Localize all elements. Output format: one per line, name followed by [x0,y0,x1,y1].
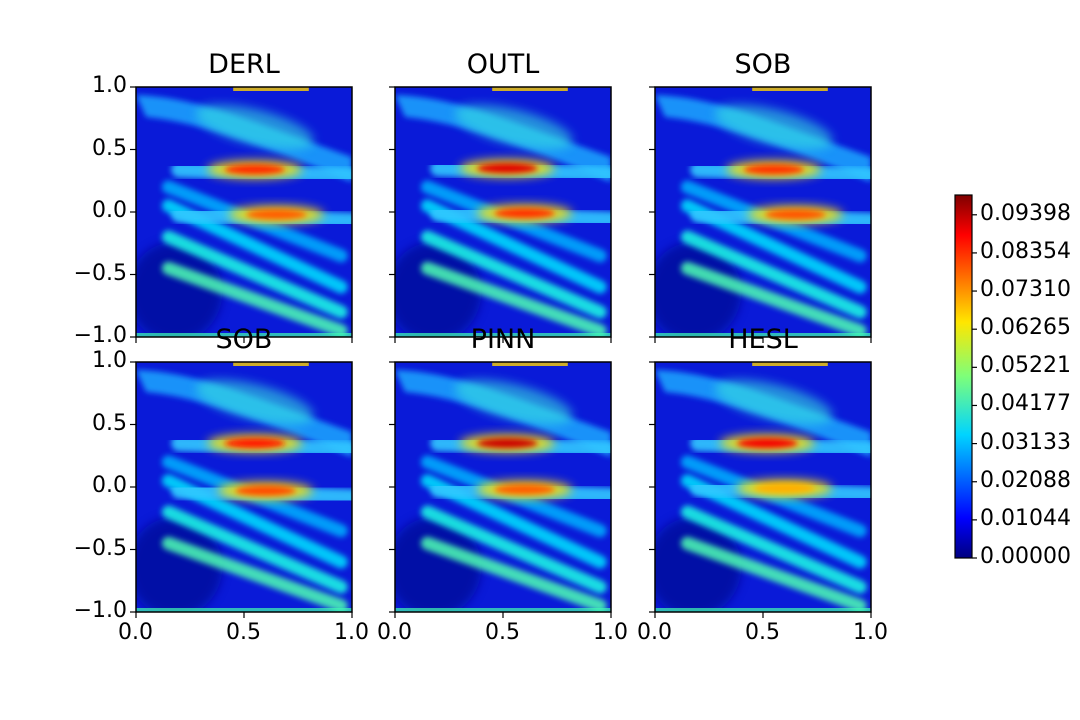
colorbar-tick-label: 0.06265 [980,315,1071,341]
x-tick-label: 0.5 [485,620,520,645]
panel-title: OUTL [466,49,540,80]
colorbar-tick-label: 0.09398 [980,200,1071,226]
y-tick-label: 0.5 [92,410,127,436]
colorbar-tick-label: 0.04177 [980,391,1071,417]
hot-spot [235,485,296,496]
colorbar-tick-label: 0.03133 [980,429,1071,455]
hot-spot [224,438,286,449]
heatmap-panel [649,86,872,343]
colorbar [955,195,972,558]
panel-title: PINN [470,324,536,355]
hot-spot [737,438,798,449]
y-tick-label: −0.5 [73,535,127,561]
hot-spot [743,164,805,175]
hot-spot [754,483,815,494]
colorbar-tick-label: 0.01044 [980,505,1071,531]
colorbar-tick-label: 0.02088 [980,467,1071,493]
y-tick-label: 0.0 [92,473,127,498]
heatmap-panel [649,361,872,618]
hot-spot [494,484,555,495]
heatmap-panel [389,361,612,618]
hot-spot [477,163,538,174]
colorbar-tick-label: 0.07310 [980,277,1071,303]
y-tick-label: 1.0 [92,348,127,373]
colorbar-tick-label: 0.00000 [980,544,1071,569]
panel-title: SOB [215,324,273,355]
y-tick-label: 0.0 [92,198,127,223]
y-tick-label: 0.5 [92,135,127,161]
y-tick-label: 1.0 [92,73,127,98]
panel-title: DERL [208,49,280,80]
x-tick-label: 0.5 [745,620,780,645]
y-tick-label: −1.0 [73,323,127,348]
hot-spot [246,209,307,220]
x-tick-label: 1.0 [853,620,888,645]
colorbar-tick-label: 0.08354 [980,238,1071,264]
x-tick-label: 1.0 [334,620,369,645]
x-tick-label: 0.0 [377,620,412,645]
panel-title: HESL [728,324,798,355]
y-tick-label: −1.0 [73,598,127,623]
hot-spot [477,438,538,449]
x-tick-label: 0.0 [118,620,153,645]
colorbar-tick-label: 0.05221 [980,353,1071,379]
heatmap-panel [130,86,353,343]
x-tick-label: 0.5 [226,620,261,645]
x-tick-label: 1.0 [593,620,628,645]
hot-spot [224,164,286,175]
heatmap-panel [130,361,353,618]
panel-title: SOB [734,49,792,80]
heatmap-panel [389,86,612,343]
hot-spot [494,208,555,219]
x-tick-label: 0.0 [637,620,672,645]
hot-spot [765,209,826,220]
y-tick-label: −0.5 [73,260,127,286]
